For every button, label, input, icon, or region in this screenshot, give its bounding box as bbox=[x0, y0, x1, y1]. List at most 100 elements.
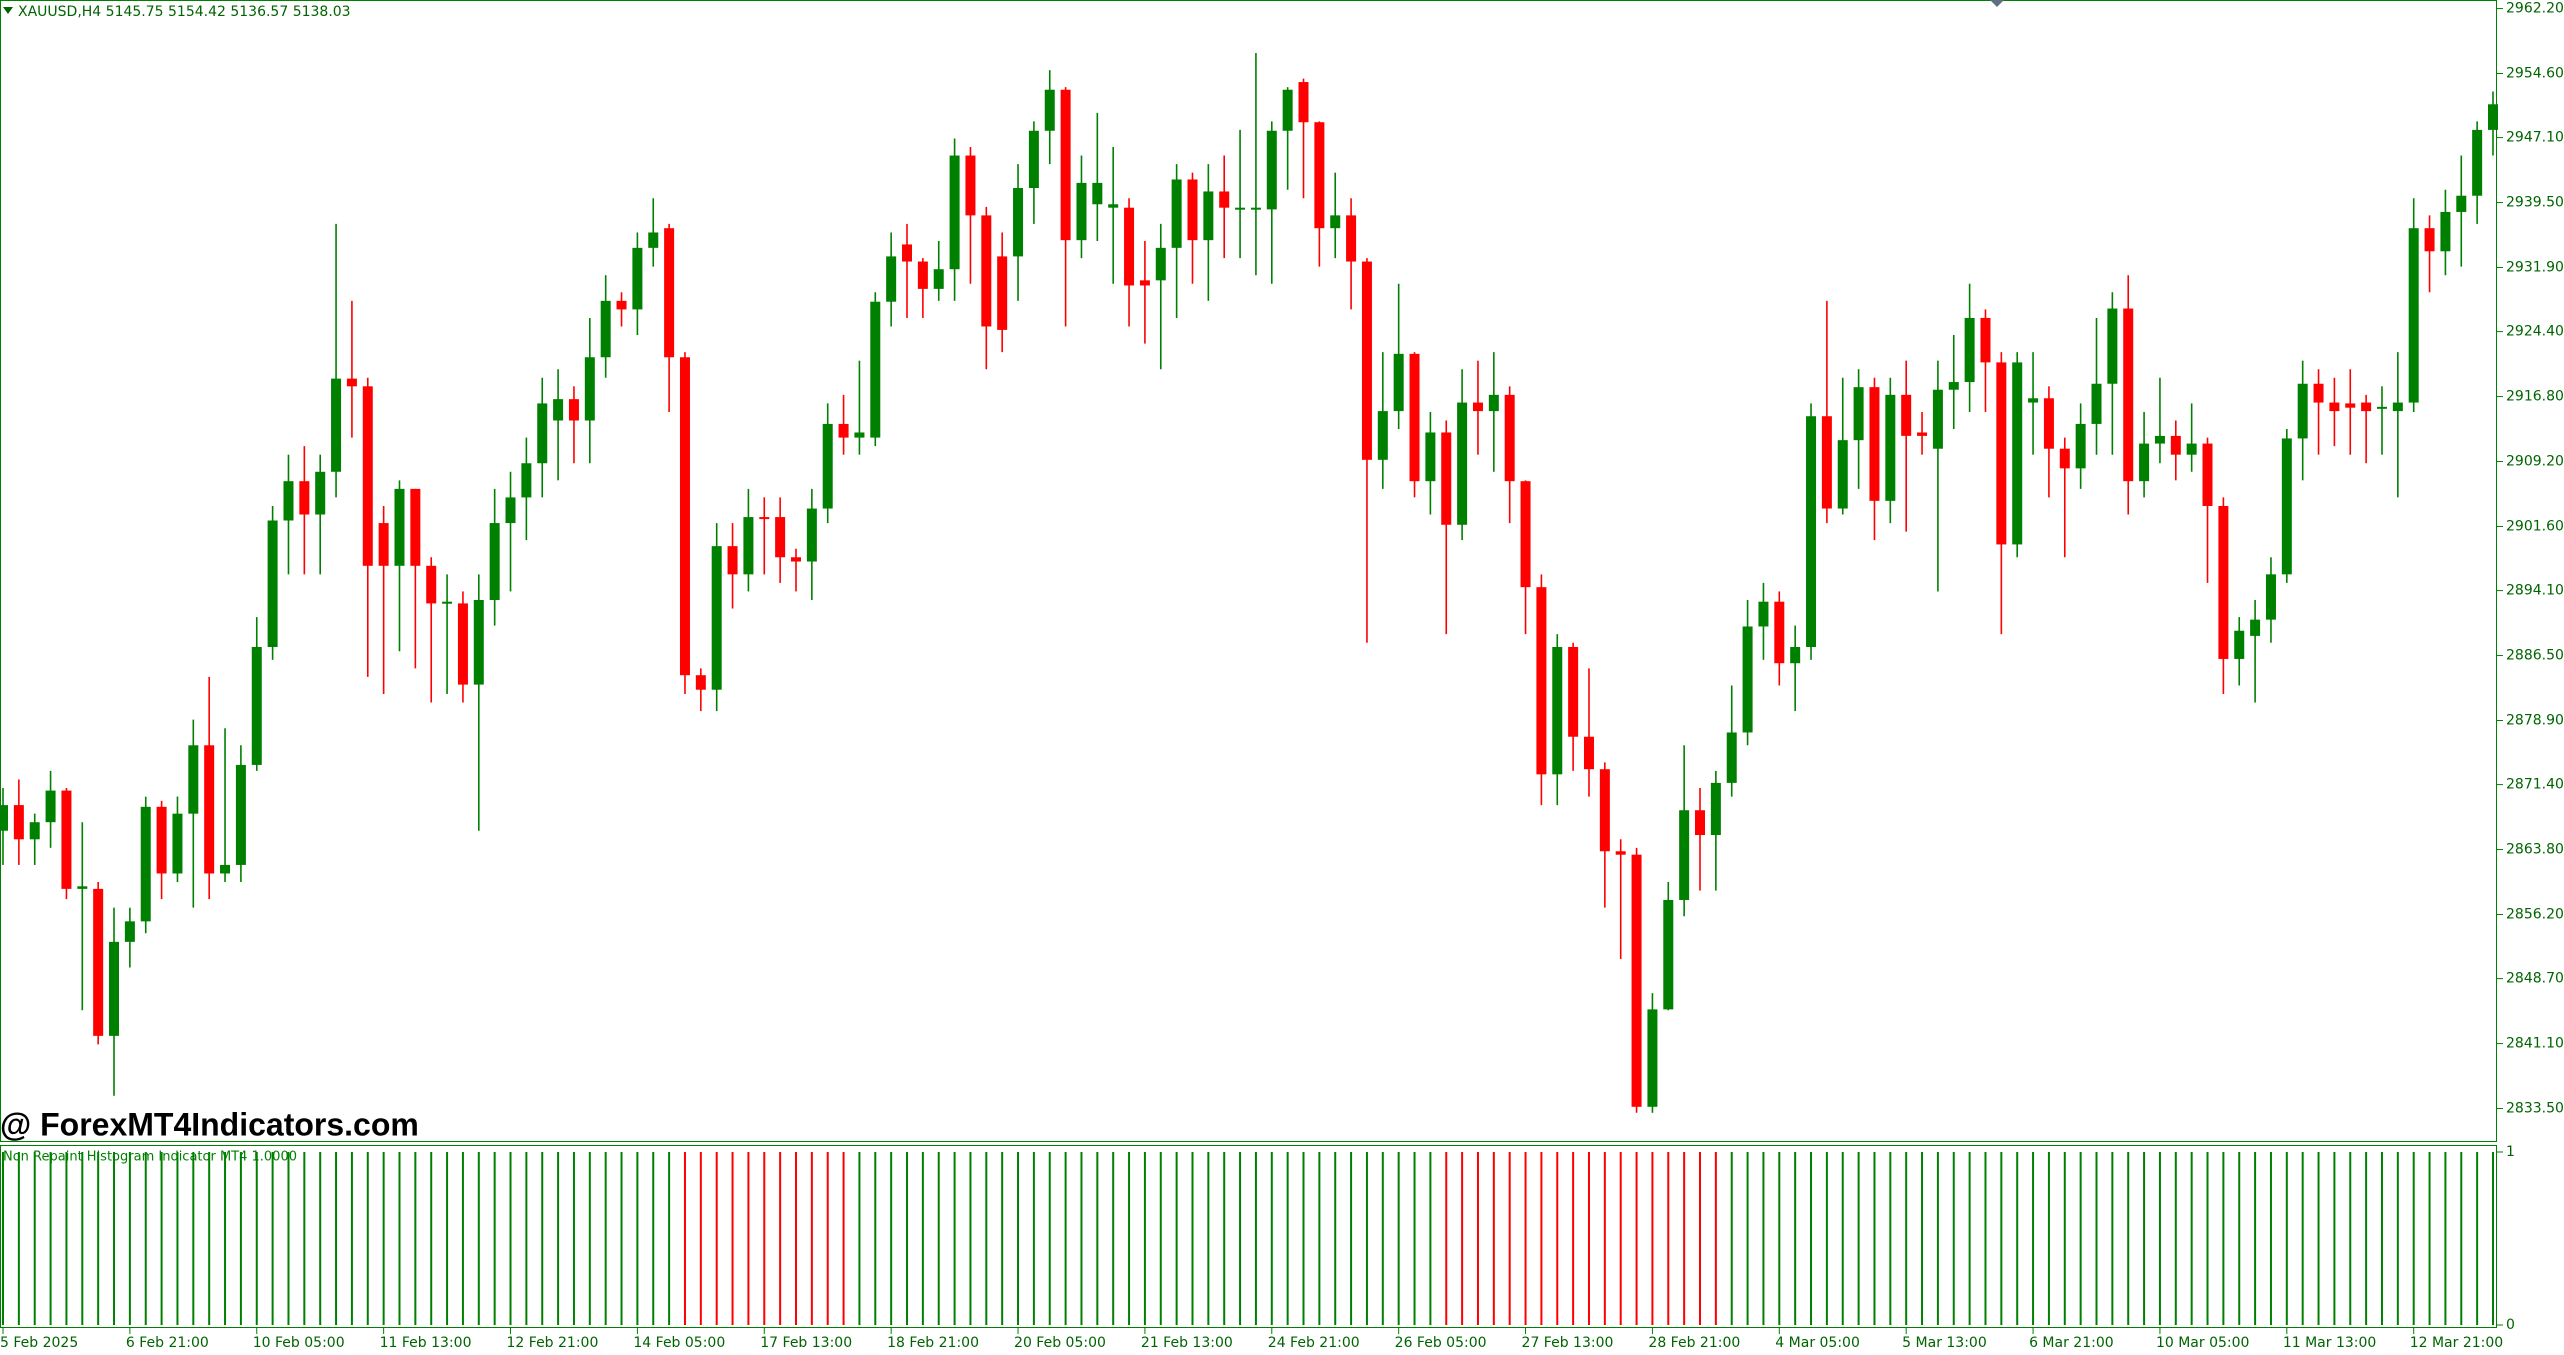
candle-body bbox=[2424, 228, 2435, 252]
candle-body bbox=[2408, 228, 2419, 403]
candle-body bbox=[822, 423, 833, 509]
candle-body bbox=[553, 399, 564, 421]
y-tick-label: 0 bbox=[2506, 1317, 2515, 1333]
y-tick-label: 2841.10 bbox=[2506, 1036, 2564, 1052]
candle-body bbox=[2250, 619, 2261, 636]
candle-body bbox=[711, 546, 722, 690]
main-panel-frame bbox=[0, 0, 2497, 1142]
candle-body bbox=[2440, 211, 2451, 252]
candle-body bbox=[1663, 899, 1674, 1010]
candle-body bbox=[2345, 403, 2356, 408]
x-tick-label: 12 Mar 21:00 bbox=[2410, 1335, 2503, 1351]
collapse-arrow[interactable] bbox=[3, 7, 13, 14]
candle-body bbox=[1647, 1009, 1658, 1107]
candle-body bbox=[727, 546, 738, 575]
candle-body bbox=[2043, 398, 2054, 449]
x-tick-label: 10 Mar 05:00 bbox=[2156, 1335, 2249, 1351]
candle-body bbox=[188, 745, 199, 814]
y-tick-label: 2954.60 bbox=[2506, 66, 2564, 82]
candle-body bbox=[140, 806, 151, 922]
x-tick-label: 10 Feb 05:00 bbox=[253, 1335, 345, 1351]
candle-body bbox=[1108, 204, 1119, 208]
candle-body bbox=[109, 941, 120, 1036]
candle-body bbox=[1980, 317, 1991, 363]
candle-body bbox=[1631, 854, 1642, 1107]
candle-body bbox=[410, 488, 421, 566]
candle-body bbox=[2107, 308, 2118, 384]
y-tick-label: 2909.20 bbox=[2506, 454, 2564, 470]
candle-body bbox=[1457, 402, 1468, 525]
candle-body bbox=[537, 403, 548, 464]
candle-body bbox=[775, 517, 786, 558]
candle-body bbox=[1695, 810, 1706, 836]
candle-body bbox=[1710, 782, 1721, 836]
candle-body bbox=[2472, 129, 2483, 196]
y-tick-label: 2848.70 bbox=[2506, 971, 2564, 987]
candle-body bbox=[235, 764, 246, 865]
candle-body bbox=[917, 261, 928, 289]
candle-body bbox=[1187, 179, 1198, 241]
candle-body bbox=[1124, 207, 1135, 286]
candle-body bbox=[1441, 432, 1452, 525]
candle-body bbox=[2091, 383, 2102, 424]
x-tick-label: 4 Mar 05:00 bbox=[1775, 1335, 1860, 1351]
candle-body bbox=[61, 790, 72, 889]
candle-body bbox=[584, 357, 595, 421]
candle-body bbox=[981, 215, 992, 327]
y-tick-label: 2931.90 bbox=[2506, 260, 2564, 276]
x-tick-label: 5 Feb 2025 bbox=[0, 1335, 78, 1351]
x-tick-label: 12 Feb 21:00 bbox=[507, 1335, 599, 1351]
candle-body bbox=[1885, 394, 1896, 501]
candle-body bbox=[2329, 402, 2340, 412]
candle-body bbox=[679, 357, 690, 676]
candle-body bbox=[2186, 443, 2197, 455]
candle-body bbox=[283, 481, 294, 521]
candle-body bbox=[315, 471, 326, 515]
candle-body bbox=[2392, 402, 2403, 412]
x-tick-label: 18 Feb 21:00 bbox=[887, 1335, 979, 1351]
candle-body bbox=[1679, 810, 1690, 900]
x-tick-label: 11 Feb 13:00 bbox=[380, 1335, 472, 1351]
candle-body bbox=[1282, 89, 1293, 131]
candle-body bbox=[1013, 188, 1024, 257]
candle-body bbox=[965, 155, 976, 216]
candle-body bbox=[1917, 432, 1928, 436]
candle-body bbox=[648, 232, 659, 248]
shift-marker bbox=[1990, 0, 2004, 7]
candle-body bbox=[949, 155, 960, 270]
candle-body bbox=[1314, 122, 1325, 229]
candle-body bbox=[1377, 411, 1388, 460]
candle-body bbox=[1996, 362, 2007, 545]
candle-body bbox=[1869, 387, 1880, 501]
x-tick-label: 6 Mar 21:00 bbox=[2029, 1335, 2114, 1351]
candle-body bbox=[362, 386, 373, 566]
candle-body bbox=[346, 378, 357, 387]
candle-body bbox=[267, 520, 278, 647]
candle-body bbox=[1060, 89, 1071, 241]
candle-body bbox=[1330, 215, 1341, 229]
y-tick-label: 2962.20 bbox=[2506, 1, 2564, 17]
candle-body bbox=[886, 256, 897, 302]
candle-body bbox=[1139, 280, 1150, 286]
x-tick-label: 24 Feb 21:00 bbox=[1268, 1335, 1360, 1351]
candle-body bbox=[2376, 406, 2387, 409]
candle-body bbox=[806, 508, 817, 562]
x-tick-label: 17 Feb 13:00 bbox=[760, 1335, 852, 1351]
x-tick-label: 27 Feb 13:00 bbox=[1522, 1335, 1614, 1351]
candle-body bbox=[870, 301, 881, 438]
candle-body bbox=[1472, 402, 1483, 412]
x-tick-label: 11 Mar 13:00 bbox=[2283, 1335, 2376, 1351]
candle-body bbox=[1536, 587, 1547, 775]
candle-body bbox=[2297, 383, 2308, 439]
chart-title: XAUUSD,H4 5145.75 5154.42 5136.57 5138.0… bbox=[18, 4, 351, 20]
y-tick-label: 2924.40 bbox=[2506, 324, 2564, 340]
candle-body bbox=[331, 378, 342, 472]
candle-body bbox=[2313, 383, 2324, 403]
x-tick-label: 20 Feb 05:00 bbox=[1014, 1335, 1106, 1351]
candle-body bbox=[2154, 435, 2165, 444]
candle-body bbox=[2139, 443, 2150, 482]
candle-body bbox=[997, 256, 1008, 330]
candle-body bbox=[1250, 207, 1261, 210]
candle-body bbox=[378, 523, 389, 566]
